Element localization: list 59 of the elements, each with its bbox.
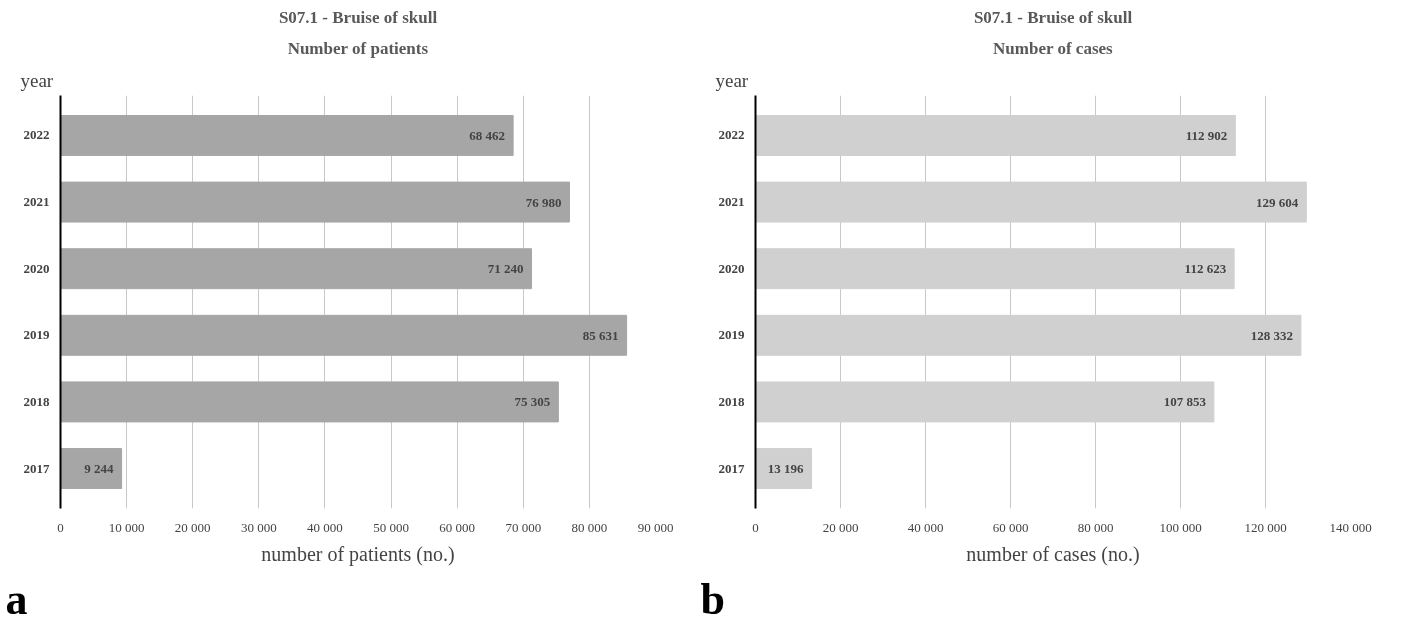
chart-subtitle: Number of patients [287,38,429,58]
x-tick-label: 0 [752,519,759,535]
y-tick-label: 2020 [718,260,745,276]
x-tick-label: 60 000 [992,519,1029,535]
x-tick-label: 100 000 [1159,519,1202,535]
x-axis-title: number of cases (no.) [966,542,1140,566]
data-label: 107 853 [1163,394,1207,410]
y-tick-label: 2021 [718,194,745,210]
chart-title: S07.1 - Bruise of skull [973,7,1133,27]
x-tick-label: 10 000 [108,519,145,535]
x-tick-label: 40 000 [907,519,944,535]
text: b [700,574,725,624]
data-label: 13 196 [767,461,805,477]
x-tick-label: 50 000 [373,519,409,535]
data-label: 112 623 [1184,261,1227,277]
y-axis-title: year [715,69,749,91]
bar [60,114,514,156]
data-label: 68 462 [469,127,506,143]
data-label: 112 902 [1185,127,1228,143]
x-tick-label: 90 000 [637,519,674,535]
x-tick-label: 60 000 [439,519,476,535]
data-label: 71 240 [487,261,524,277]
data-label: 85 631 [582,327,619,343]
x-tick-label: 0 [57,519,64,535]
data-label: 76 980 [525,194,562,210]
bar [60,448,123,490]
y-tick-label: 2017 [23,460,50,476]
x-tick-label: 30 000 [240,519,277,535]
y-tick-label: 2022 [23,127,50,143]
x-tick-label: 20 000 [822,519,859,535]
bar [60,248,532,290]
x-tick-label: 80 000 [571,519,608,535]
x-tick-label: 40 000 [307,519,343,535]
data-label: 129 604 [1256,194,1299,210]
y-tick-label: 2020 [23,260,50,276]
y-tick-label: 2021 [23,194,50,210]
x-axis-title: number of patients (no.) [261,542,455,566]
chart-subtitle: Number of cases [993,38,1114,58]
data-label: 128 332 [1250,327,1293,343]
x-tick-label: 70 000 [505,519,542,535]
x-tick-label: 120 000 [1244,519,1287,535]
y-tick-label: 2022 [718,127,745,143]
x-tick-label: 20 000 [174,519,211,535]
y-tick-label: 2018 [23,393,50,409]
y-tick-label: 2019 [718,327,745,343]
bar [60,381,559,423]
y-tick-label: 2019 [23,327,50,343]
bar [60,181,570,223]
text: a [5,574,28,624]
y-tick-label: 2018 [718,393,745,409]
x-tick-label: 80 000 [1077,519,1114,535]
chart-title: S07.1 - Bruise of skull [278,7,438,27]
y-tick-label: 2017 [718,460,745,476]
y-axis-title: year [20,69,54,91]
x-tick-label: 140 000 [1329,519,1372,535]
bar [755,448,813,490]
bar [60,314,628,356]
data-label: 75 305 [514,394,551,410]
data-label: 9 244 [84,461,115,477]
